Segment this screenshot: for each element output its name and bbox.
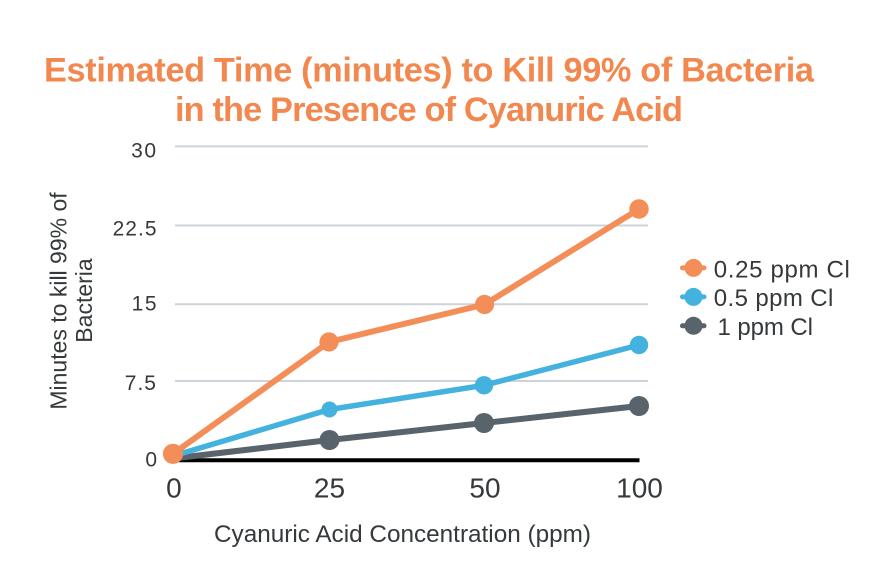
svg-text:15: 15 bbox=[132, 292, 158, 315]
svg-text:22.5: 22.5 bbox=[113, 218, 158, 241]
svg-text:Bacteria: Bacteria bbox=[71, 258, 97, 343]
svg-text:Estimated Time (minutes) to Ki: Estimated Time (minutes) to Kill 99% of … bbox=[44, 52, 815, 90]
svg-text:7.5: 7.5 bbox=[125, 372, 157, 395]
svg-text:0.5 ppm Cl: 0.5 ppm Cl bbox=[714, 285, 834, 312]
svg-text:in the Presence of Cyanuric Ac: in the Presence of Cyanuric Acid bbox=[175, 91, 683, 129]
svg-text:0: 0 bbox=[166, 473, 182, 504]
svg-text:Minutes to kill 99% of: Minutes to kill 99% of bbox=[46, 192, 72, 410]
svg-text:30: 30 bbox=[131, 140, 157, 163]
svg-text:0: 0 bbox=[145, 448, 157, 471]
svg-text:100: 100 bbox=[616, 473, 663, 504]
svg-text:0.25 ppm Cl: 0.25 ppm Cl bbox=[714, 256, 850, 283]
svg-text:25: 25 bbox=[314, 473, 345, 504]
svg-text:Cyanuric Acid Concentration (p: Cyanuric Acid Concentration (ppm) bbox=[214, 521, 591, 548]
svg-text:50: 50 bbox=[469, 473, 500, 504]
svg-text:1 ppm Cl: 1 ppm Cl bbox=[718, 314, 814, 341]
